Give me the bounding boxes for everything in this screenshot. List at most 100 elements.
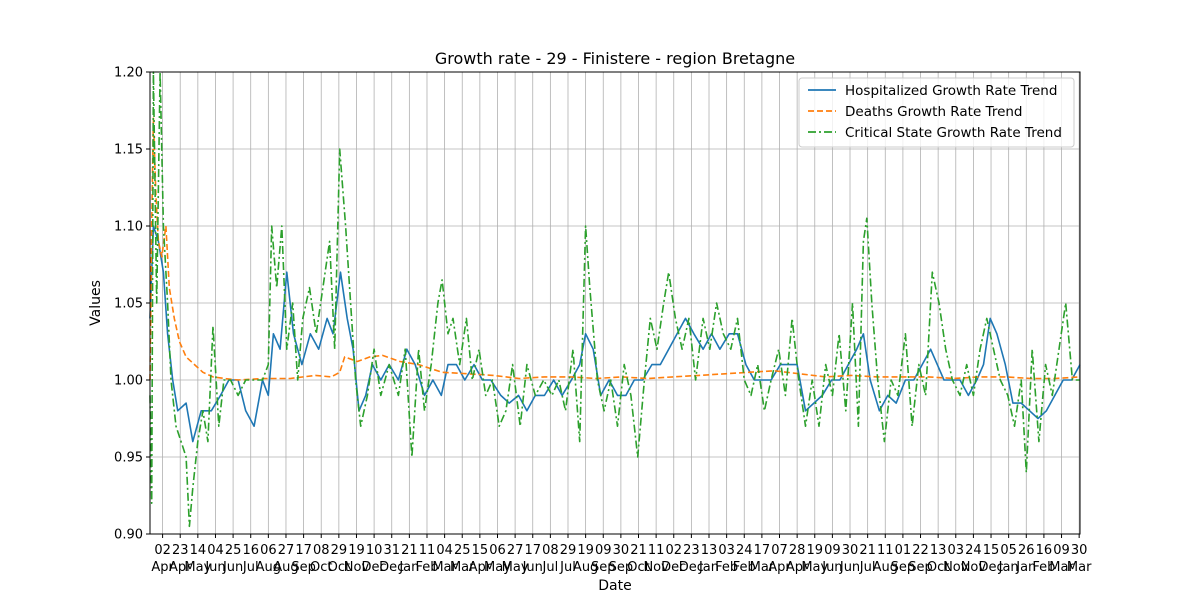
y-axis-label: Values bbox=[88, 280, 104, 326]
x-tick-day-label: 16 bbox=[242, 543, 259, 558]
x-axis-label: Date bbox=[598, 578, 631, 594]
x-tick-month-label: Sep bbox=[908, 560, 933, 575]
x-tick-month-label: Nov bbox=[643, 560, 669, 575]
x-tick-month-label: Jul bbox=[559, 560, 576, 575]
x-tick-month-label: Oct bbox=[310, 560, 332, 575]
series-layer bbox=[149, 71, 1081, 528]
x-tick-day-label: 19 bbox=[348, 543, 365, 558]
x-tick-day-label: 11 bbox=[419, 543, 436, 558]
x-tick-month-label: Apr bbox=[169, 560, 192, 575]
x-tick-day-label: 10 bbox=[366, 543, 383, 558]
x-tick-day-label: 08 bbox=[542, 543, 559, 558]
x-tick-month-label: Sep bbox=[291, 560, 316, 575]
x-tick-month-label: Sep bbox=[891, 560, 916, 575]
x-tick-day-label: 26 bbox=[1018, 543, 1035, 558]
x-tick-day-label: 02 bbox=[154, 543, 171, 558]
x-tick-month-label: Jun bbox=[222, 560, 243, 575]
x-tick-day-label: 30 bbox=[1071, 543, 1088, 558]
x-tick-day-label: 01 bbox=[895, 543, 912, 558]
x-tick-day-label: 19 bbox=[577, 543, 594, 558]
x-tick-month-label: Dec bbox=[679, 560, 704, 575]
x-tick-month-label: Jun bbox=[522, 560, 543, 575]
x-tick-month-label: Jul bbox=[859, 560, 876, 575]
x-tick-month-label: Jul bbox=[242, 560, 259, 575]
legend-label-2: Critical State Growth Rate Trend bbox=[845, 125, 1062, 141]
x-tick-month-label: Jun bbox=[839, 560, 860, 575]
x-tick-day-label: 15 bbox=[983, 543, 1000, 558]
y-axis: 0.90 0.95 1.00 1.05 1.10 1.15 1.20 bbox=[114, 66, 150, 543]
x-tick-month-label: Feb bbox=[1032, 560, 1055, 575]
x-tick-month-label: Jan bbox=[698, 560, 719, 575]
x-tick-day-label: 13 bbox=[701, 543, 718, 558]
x-tick-month-label: Sep bbox=[591, 560, 616, 575]
y-tick-label: 1.10 bbox=[114, 220, 143, 235]
x-tick-day-label: 17 bbox=[524, 543, 541, 558]
x-axis: 02Apr23Apr14May04Jun25Jun16Jul06Aug27Aug… bbox=[151, 534, 1092, 575]
x-tick-day-label: 30 bbox=[842, 543, 859, 558]
x-tick-month-label: Nov bbox=[961, 560, 987, 575]
x-tick-month-label: Jan bbox=[1015, 560, 1036, 575]
legend-box bbox=[798, 77, 1075, 148]
x-tick-day-label: 22 bbox=[912, 543, 929, 558]
x-tick-day-label: 03 bbox=[718, 543, 735, 558]
x-tick-day-label: 29 bbox=[560, 543, 577, 558]
x-tick-day-label: 24 bbox=[965, 543, 982, 558]
x-tick-day-label: 09 bbox=[595, 543, 612, 558]
x-tick-month-label: Sep bbox=[609, 560, 634, 575]
x-tick-day-label: 19 bbox=[806, 543, 823, 558]
x-tick-day-label: 04 bbox=[207, 543, 224, 558]
y-tick-label: 1.00 bbox=[114, 374, 143, 389]
x-tick-day-label: 25 bbox=[225, 543, 242, 558]
x-tick-month-label: Apr bbox=[768, 560, 791, 575]
x-tick-month-label: Dec bbox=[978, 560, 1003, 575]
x-tick-month-label: May bbox=[184, 560, 211, 575]
x-tick-month-label: Nov bbox=[943, 560, 969, 575]
x-tick-month-label: Jun bbox=[821, 560, 842, 575]
x-tick-month-label: Feb bbox=[733, 560, 756, 575]
x-tick-month-label: Mar bbox=[750, 560, 775, 575]
x-tick-day-label: 06 bbox=[260, 543, 277, 558]
x-tick-day-label: 11 bbox=[648, 543, 665, 558]
x-tick-day-label: 27 bbox=[507, 543, 524, 558]
y-tick-label: 1.20 bbox=[114, 66, 143, 81]
x-tick-day-label: 27 bbox=[278, 543, 295, 558]
x-tick-month-label: Dec bbox=[362, 560, 387, 575]
x-tick-day-label: 06 bbox=[489, 543, 506, 558]
chart-title: Growth rate - 29 - Finistere - region Br… bbox=[435, 49, 795, 68]
legend: Hospitalized Growth Rate Trend Deaths Gro… bbox=[798, 77, 1075, 148]
x-tick-day-label: 23 bbox=[683, 543, 700, 558]
x-tick-day-label: 13 bbox=[930, 543, 947, 558]
y-tick-label: 1.15 bbox=[114, 143, 143, 158]
x-tick-month-label: Dec bbox=[379, 560, 404, 575]
x-tick-day-label: 09 bbox=[824, 543, 841, 558]
x-tick-day-label: 14 bbox=[190, 543, 207, 558]
x-tick-day-label: 23 bbox=[172, 543, 189, 558]
x-tick-day-label: 17 bbox=[295, 543, 312, 558]
x-tick-day-label: 21 bbox=[401, 543, 418, 558]
x-tick-month-label: Aug bbox=[273, 560, 298, 575]
y-tick-label: 0.90 bbox=[114, 528, 143, 543]
x-tick-month-label: Jan bbox=[398, 560, 419, 575]
x-tick-day-label: 11 bbox=[877, 543, 894, 558]
x-tick-day-label: 29 bbox=[331, 543, 348, 558]
x-tick-day-label: 15 bbox=[472, 543, 489, 558]
x-tick-month-label: Oct bbox=[927, 560, 949, 575]
x-tick-day-label: 03 bbox=[948, 543, 965, 558]
x-tick-day-label: 09 bbox=[1053, 543, 1070, 558]
y-tick-label: 1.05 bbox=[114, 297, 143, 312]
y-tick-label: 0.95 bbox=[114, 451, 143, 466]
x-tick-month-label: Feb bbox=[715, 560, 738, 575]
legend-label-0: Hospitalized Growth Rate Trend bbox=[845, 83, 1057, 99]
x-tick-month-label: Jul bbox=[542, 560, 559, 575]
x-tick-month-label: Mar bbox=[450, 560, 475, 575]
x-tick-month-label: Oct bbox=[328, 560, 350, 575]
series-line-0 bbox=[149, 225, 1081, 443]
x-tick-month-label: Oct bbox=[627, 560, 649, 575]
x-tick-day-label: 24 bbox=[736, 543, 753, 558]
x-tick-day-label: 05 bbox=[1000, 543, 1017, 558]
x-tick-day-label: 16 bbox=[1036, 543, 1053, 558]
x-tick-month-label: Jan bbox=[998, 560, 1019, 575]
x-tick-month-label: May bbox=[801, 560, 828, 575]
x-tick-day-label: 25 bbox=[454, 543, 471, 558]
x-tick-day-label: 07 bbox=[771, 543, 788, 558]
